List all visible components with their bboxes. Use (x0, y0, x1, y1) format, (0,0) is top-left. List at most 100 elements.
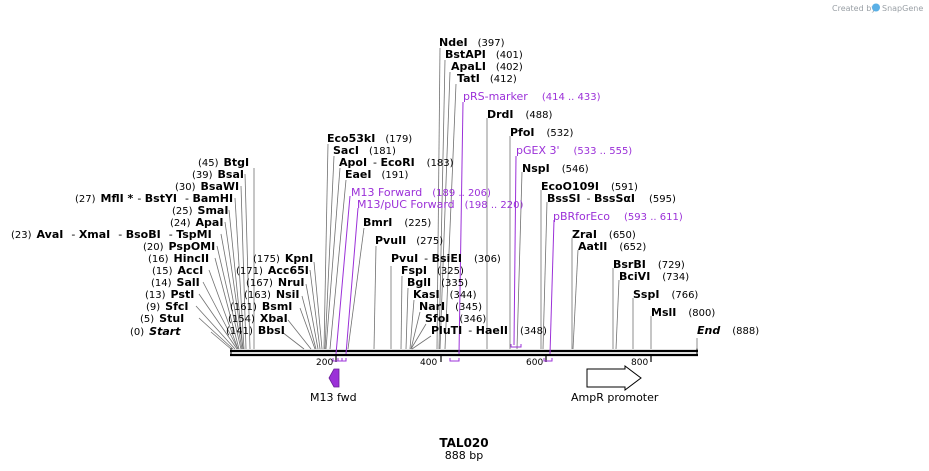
site-leader (373, 245, 377, 350)
feature-label: M13 fwd (310, 391, 357, 404)
site-leader (324, 155, 335, 350)
m13-fwd-feature-arrow[interactable] (328, 368, 340, 388)
site-label[interactable]: (16) HincII (148, 252, 209, 265)
ampr-promoter-feature-arrow[interactable] (586, 365, 642, 391)
site-label[interactable]: BsrBI (729) (613, 258, 685, 271)
site-leader (198, 317, 234, 350)
primer-bracket-prs-marker (449, 358, 460, 362)
site-label[interactable]: (24) ApaI (170, 216, 223, 229)
site-leader (438, 59, 446, 350)
site-label[interactable]: ApoI - EcoRI (183) (339, 156, 454, 169)
site-label[interactable]: (23) AvaI - XmaI - BsoBI - TspMI (11, 228, 212, 241)
primer-leader (345, 207, 359, 355)
site-label[interactable]: SacI (181) (333, 144, 396, 157)
site-label[interactable]: DrdI (488) (487, 108, 553, 121)
site-label[interactable]: AatII (652) (578, 240, 646, 253)
primer-label[interactable]: pRS-marker (414 .. 433) (463, 90, 601, 103)
primer-label[interactable]: M13 Forward (189 .. 206) (351, 186, 491, 199)
site-label[interactable]: EcoO109I (591) (541, 180, 638, 193)
site-leader (214, 257, 240, 350)
site-leader (244, 173, 251, 350)
primer-label[interactable]: pBRforEco (593 .. 611) (553, 210, 683, 223)
site-label[interactable]: (20) PspOMI (143, 240, 215, 253)
site-leader (309, 269, 321, 350)
site-leader (202, 281, 239, 350)
site-label[interactable]: (163) NsiI (244, 288, 300, 301)
feature-label: AmpR promoter (571, 391, 659, 404)
site-label[interactable]: TatI (412) (457, 72, 517, 85)
site-leader (220, 233, 243, 350)
site-label[interactable]: SfoI (346) (425, 312, 486, 325)
primer-leader (549, 219, 555, 355)
site-label[interactable]: BglI (335) (407, 276, 468, 289)
site-label[interactable]: BmrI (225) (363, 216, 431, 229)
site-leader (615, 279, 620, 350)
site-label[interactable]: (161) BsmI (230, 300, 292, 313)
site-label[interactable]: (27) MflI * - BstYI - BamHI (75, 192, 233, 205)
site-label[interactable]: ApaLI (402) (451, 60, 523, 73)
site-label[interactable]: (171) Acc65I (236, 264, 309, 277)
site-label[interactable]: (5) StuI (140, 312, 184, 325)
site-label[interactable]: PvuII (275) (375, 234, 443, 247)
primer-label[interactable]: pGEX 3' (533 .. 555) (516, 144, 632, 157)
primer-leaders (335, 101, 555, 355)
site-leader (224, 221, 244, 350)
site-label[interactable]: (25) SmaI (172, 204, 228, 217)
ruler-tick-label: 400 (420, 358, 437, 368)
site-label[interactable]: NspI (546) (522, 162, 589, 175)
site-label[interactable]: BciVI (734) (619, 270, 689, 283)
site-label[interactable]: End (888) (697, 324, 759, 337)
site-label[interactable]: (15) AccI (152, 264, 203, 277)
site-leader (287, 319, 312, 350)
features: M13 fwd AmpR promoter (310, 365, 659, 404)
site-label[interactable]: NarI (345) (419, 300, 482, 313)
ruler-tick-label: 200 (316, 358, 333, 368)
ruler-tick-label: 800 (631, 358, 648, 368)
primer-label[interactable]: M13/pUC Forward (198 .. 220) (357, 198, 523, 211)
site-label[interactable]: Eco53kI (179) (327, 132, 412, 145)
site-label[interactable]: (167) NruI (246, 276, 304, 289)
snapgene-logo-icon (872, 3, 880, 12)
site-label[interactable]: SspI (766) (633, 288, 698, 301)
site-leader (347, 227, 365, 350)
site-label[interactable]: FspI (325) (401, 264, 464, 277)
site-label[interactable]: (0) Start (130, 325, 181, 338)
site-label[interactable]: (13) PstI (145, 288, 194, 301)
ruler-tick-label: 600 (526, 358, 543, 368)
site-label[interactable]: (45) BtgI (198, 156, 249, 169)
site-label[interactable]: EaeI (191) (345, 168, 408, 181)
site-leader (405, 287, 409, 350)
site-label[interactable]: KasI (344) (413, 288, 477, 301)
primer-leader (513, 155, 517, 346)
site-label[interactable]: (14) SalI (151, 276, 200, 289)
site-label[interactable]: MslI (800) (651, 306, 715, 319)
site-leader (409, 299, 415, 350)
site-label[interactable]: PvuI - BsiEI (306) (391, 252, 501, 265)
credit-label: Created by (832, 4, 876, 13)
site-label[interactable]: BssSI - BssSαI (595) (547, 192, 676, 205)
site-leader (195, 305, 236, 350)
primer-binding-marks (332, 344, 553, 362)
site-label[interactable]: (39) BsaI (192, 168, 244, 181)
site-label[interactable]: BstAPI (401) (445, 48, 523, 61)
site-leader (198, 293, 238, 350)
site-leader (436, 47, 441, 350)
site-label[interactable]: PfoI (532) (510, 126, 573, 139)
ruler: 200 400 600 800 (316, 356, 652, 368)
site-leader (410, 311, 421, 350)
site-label[interactable]: ZraI (650) (572, 228, 636, 241)
site-leader (240, 185, 247, 350)
site-label[interactable]: (9) SfcI (146, 300, 189, 313)
site-label[interactable]: (175) KpnI (253, 252, 313, 265)
site-leader (281, 331, 305, 350)
site-label[interactable]: NdeI (397) (439, 36, 505, 49)
site-label[interactable]: (30) BsaWI (175, 180, 239, 193)
site-label[interactable]: (154) XbaI (228, 312, 288, 325)
site-leader (305, 283, 319, 350)
site-label[interactable]: PluTI - HaeII (348) (431, 324, 547, 337)
site-label[interactable]: (141) BbsI (226, 324, 285, 337)
site-leader (410, 323, 427, 350)
backbone (230, 348, 698, 357)
site-leader (301, 295, 317, 350)
